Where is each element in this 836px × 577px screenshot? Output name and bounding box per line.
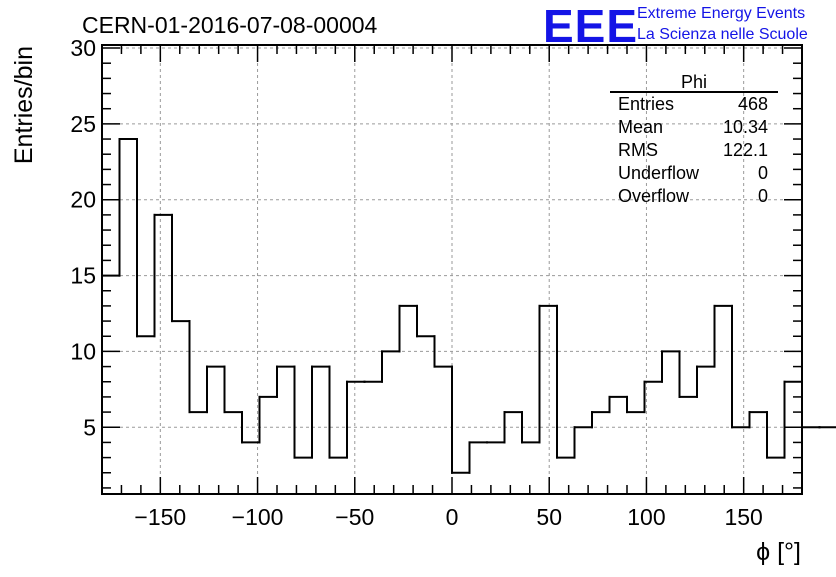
stats-label-mean: Mean xyxy=(618,117,663,137)
stats-label-rms: RMS xyxy=(618,140,658,160)
stats-box: Phi Entries 468 Mean 10.34 RMS 122.1 Und… xyxy=(610,72,778,206)
stats-value-mean: 10.34 xyxy=(723,117,768,137)
stats-label-entries: Entries xyxy=(618,94,674,114)
x-tick-label: 100 xyxy=(627,504,665,530)
x-tick-label: −50 xyxy=(335,504,374,530)
x-tick-label: 50 xyxy=(536,504,562,530)
y-axis-label: Entries/bin xyxy=(10,46,38,164)
y-tick-label: 5 xyxy=(83,414,96,440)
stats-value-rms: 122.1 xyxy=(723,140,768,160)
x-tick-label: −150 xyxy=(134,504,186,530)
y-tick-label: 15 xyxy=(70,263,96,289)
chart-title: CERN-01-2016-07-08-00004 xyxy=(82,12,378,38)
y-tick-labels: 5 10 15 20 25 30 xyxy=(70,35,96,440)
histogram-bins xyxy=(101,138,836,474)
stats-title: Phi xyxy=(681,72,707,92)
stats-label-underflow: Underflow xyxy=(618,163,700,183)
y-tick-label: 10 xyxy=(70,338,96,364)
y-tick-label: 25 xyxy=(70,111,96,137)
x-tick-label: −100 xyxy=(232,504,284,530)
stats-label-overflow: Overflow xyxy=(618,186,690,206)
x-tick-label: 0 xyxy=(446,504,459,530)
y-tick-label: 30 xyxy=(70,35,96,61)
eee-logo: EEE Extreme Energy Events La Scienza nel… xyxy=(543,0,808,52)
logo-line-2: La Scienza nelle Scuole xyxy=(637,26,808,43)
x-axis-label: ϕ [°] xyxy=(756,538,801,566)
y-tick-label: 20 xyxy=(70,187,96,213)
stats-value-entries: 468 xyxy=(738,94,768,114)
stats-value-underflow: 0 xyxy=(758,163,768,183)
stats-value-overflow: 0 xyxy=(758,186,768,206)
x-tick-labels: −150 −100 −50 0 50 100 150 xyxy=(134,504,762,530)
x-tick-label: 150 xyxy=(724,504,762,530)
logo-mark: EEE xyxy=(543,0,638,52)
axis-ticks xyxy=(102,45,802,494)
logo-line-1: Extreme Energy Events xyxy=(637,5,805,22)
